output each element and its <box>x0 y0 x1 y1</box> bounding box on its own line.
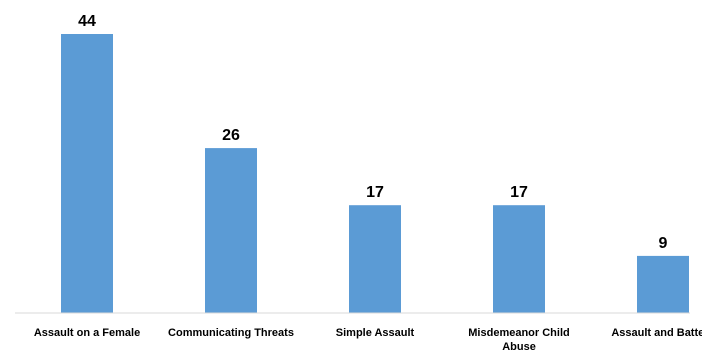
bar <box>349 205 401 313</box>
bar-value-label: 17 <box>510 184 528 201</box>
data-labels-group: 44 26 17 17 9 <box>78 13 667 252</box>
category-labels-group: Assault on a Female Communicating Threats… <box>34 327 702 353</box>
category-label: Misdemeanor Child Abuse <box>468 327 569 353</box>
bar <box>493 205 545 313</box>
category-label: Assault and Battery <box>611 327 702 339</box>
bar <box>637 255 689 313</box>
bar-value-label: 17 <box>366 184 384 201</box>
bars-group <box>61 34 689 313</box>
bar-value-label: 26 <box>222 127 240 144</box>
bar-value-label: 44 <box>78 13 96 30</box>
category-label: Assault on a Female <box>34 327 140 339</box>
bar <box>205 148 257 313</box>
category-label: Simple Assault <box>336 327 415 339</box>
bar-value-label: 9 <box>659 235 668 252</box>
bar <box>61 34 113 313</box>
category-label: Communicating Threats <box>168 327 294 339</box>
